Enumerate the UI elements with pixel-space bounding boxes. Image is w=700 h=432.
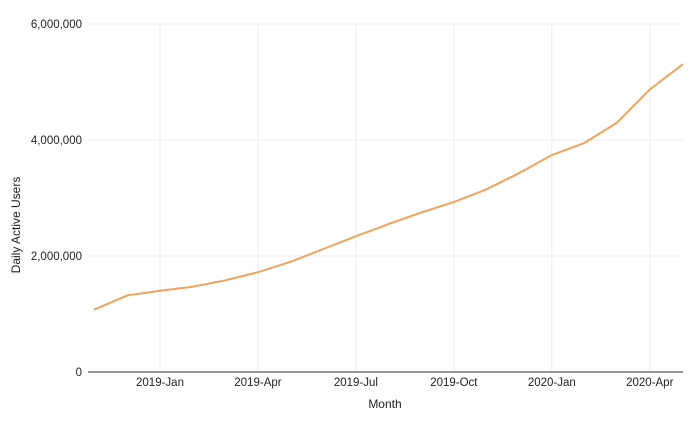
daily-active-users-line [93, 63, 684, 311]
gridlines [88, 23, 683, 372]
y-axis-tick-labels: 0 2,000,000 4,000,000 6,000,000 [31, 19, 82, 379]
x-tick-label: 2019-Apr [234, 377, 281, 389]
y-tick-label: 6,000,000 [31, 19, 82, 31]
x-tick-label: 2019-Oct [430, 377, 478, 389]
y-tick-label: 0 [76, 367, 82, 379]
y-tick-label: 4,000,000 [31, 135, 82, 147]
x-axis-tick-labels: 2019-Jan 2019-Apr 2019-Jul 2019-Oct 2020-Jan… [136, 377, 674, 389]
x-tick-label: 2020-Jan [528, 377, 576, 389]
x-tick-label: 2019-Jan [136, 377, 184, 389]
x-axis-title: Month [368, 397, 401, 411]
x-tick-label: 2020-Apr [626, 377, 673, 389]
x-tick-label: 2019-Jul [334, 377, 378, 389]
y-axis-title: Daily Active Users [9, 177, 23, 274]
y-tick-label: 2,000,000 [31, 251, 82, 263]
